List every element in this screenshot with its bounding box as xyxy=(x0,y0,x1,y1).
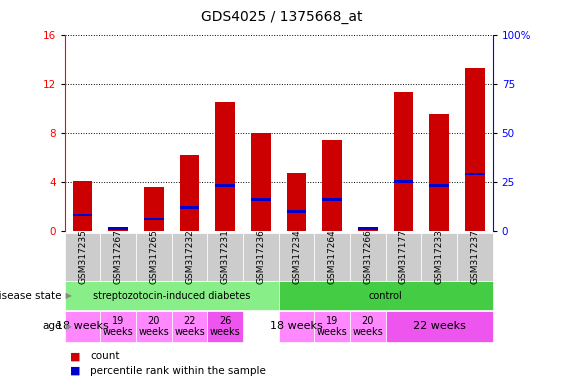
Bar xyxy=(251,133,271,231)
Text: GSM317236: GSM317236 xyxy=(256,229,265,284)
Text: 20
weeks: 20 weeks xyxy=(138,316,169,337)
Text: GSM317234: GSM317234 xyxy=(292,229,301,284)
Text: ■: ■ xyxy=(70,351,81,361)
Text: streptozotocin-induced diabetes: streptozotocin-induced diabetes xyxy=(93,291,251,301)
Text: GSM317265: GSM317265 xyxy=(149,229,158,284)
Text: GSM317231: GSM317231 xyxy=(221,229,230,284)
Bar xyxy=(358,230,378,231)
Bar xyxy=(323,198,342,201)
Text: percentile rank within the sample: percentile rank within the sample xyxy=(90,366,266,376)
Text: 22
weeks: 22 weeks xyxy=(174,316,205,337)
Text: GDS4025 / 1375668_at: GDS4025 / 1375668_at xyxy=(201,10,362,23)
Text: 19
weeks: 19 weeks xyxy=(317,316,347,337)
Text: 22 weeks: 22 weeks xyxy=(413,321,466,331)
Text: GSM317233: GSM317233 xyxy=(435,229,444,284)
Text: GSM317264: GSM317264 xyxy=(328,229,337,284)
Bar xyxy=(394,180,413,183)
Text: GSM317237: GSM317237 xyxy=(470,229,479,284)
Bar xyxy=(216,184,235,187)
Bar xyxy=(287,210,306,212)
Bar xyxy=(465,172,485,175)
Text: 19
weeks: 19 weeks xyxy=(103,316,133,337)
Text: ▶: ▶ xyxy=(63,291,72,300)
Text: 18 weeks: 18 weeks xyxy=(56,321,109,331)
Bar xyxy=(358,227,378,230)
Bar xyxy=(73,180,92,231)
Bar xyxy=(251,198,271,201)
Text: 18 weeks: 18 weeks xyxy=(270,321,323,331)
Bar xyxy=(430,114,449,231)
Text: ▶: ▶ xyxy=(63,322,72,331)
Bar xyxy=(216,102,235,231)
Text: GSM317266: GSM317266 xyxy=(363,229,372,284)
Bar xyxy=(465,68,485,231)
Bar xyxy=(287,173,306,231)
Bar xyxy=(109,227,128,230)
Text: GSM317235: GSM317235 xyxy=(78,229,87,284)
Bar xyxy=(430,184,449,187)
Text: control: control xyxy=(369,291,403,301)
Text: disease state: disease state xyxy=(0,291,62,301)
Bar xyxy=(180,155,199,231)
Bar xyxy=(144,218,164,220)
Text: GSM317267: GSM317267 xyxy=(114,229,123,284)
Bar xyxy=(144,187,164,231)
Bar xyxy=(109,230,128,231)
Text: count: count xyxy=(90,351,119,361)
Text: ■: ■ xyxy=(70,366,81,376)
Bar xyxy=(180,206,199,209)
Bar xyxy=(73,214,92,217)
Bar xyxy=(394,92,413,231)
Bar xyxy=(323,140,342,231)
Text: age: age xyxy=(43,321,62,331)
Text: 26
weeks: 26 weeks xyxy=(210,316,240,337)
Text: 20
weeks: 20 weeks xyxy=(352,316,383,337)
Text: GSM317177: GSM317177 xyxy=(399,229,408,284)
Text: GSM317232: GSM317232 xyxy=(185,229,194,284)
